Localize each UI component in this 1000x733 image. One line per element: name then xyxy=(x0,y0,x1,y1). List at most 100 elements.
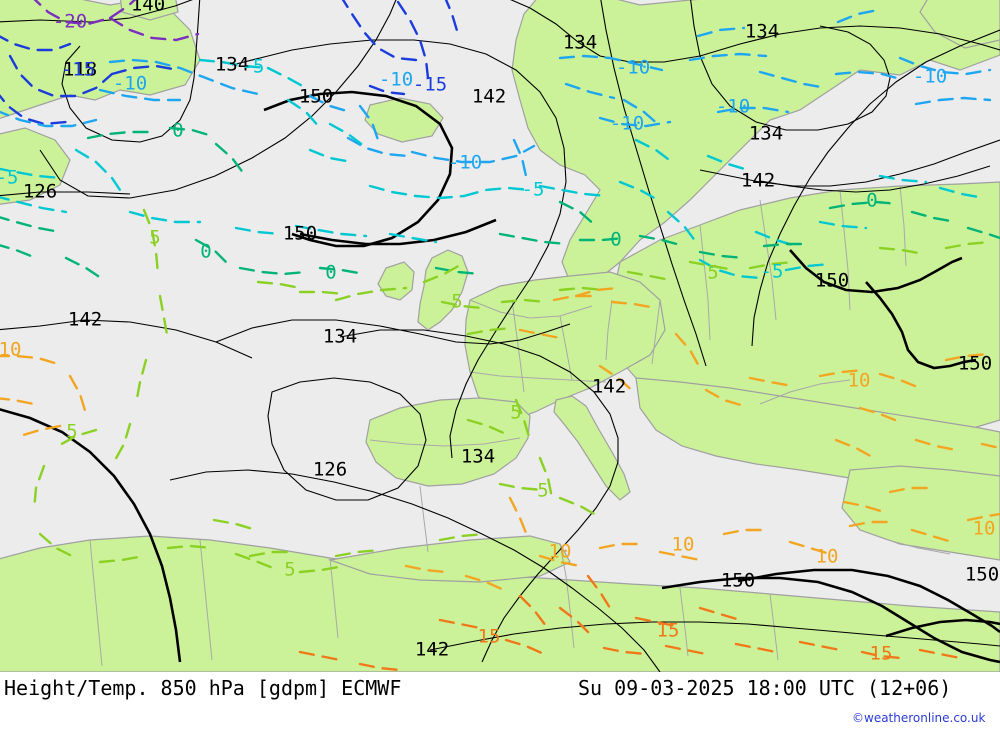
height-contour-142-west xyxy=(231,39,567,459)
height-label-150: 150 xyxy=(965,564,999,586)
temp-label-5: 5 xyxy=(66,421,77,443)
temp-label-10: 10 xyxy=(672,534,695,556)
land-great-britain xyxy=(417,249,469,331)
temp-label-15: 15 xyxy=(870,643,893,665)
land-iceland xyxy=(364,97,444,143)
contour-labels: 118 126 126 134 134 134 134 134 134 140 142 142 142 1… xyxy=(0,0,999,665)
land-italy xyxy=(553,395,631,501)
height-label-134: 134 xyxy=(563,32,597,54)
temp-contour-5 xyxy=(32,208,992,574)
height-contour-134-iberia xyxy=(339,329,619,663)
map-graphics: 118 126 126 134 134 134 134 134 134 140 142 142 142 1… xyxy=(0,0,1000,672)
temp-label-5: 5 xyxy=(451,291,462,313)
height-label-142: 142 xyxy=(592,376,626,398)
temp-label--10: -10 xyxy=(616,57,650,79)
land-scandinavia xyxy=(511,0,1000,291)
temp-label-5: 5 xyxy=(510,402,521,424)
height-label-150: 150 xyxy=(815,270,849,292)
height-contour-126-low xyxy=(267,377,427,501)
height-contour-134-south xyxy=(169,469,661,672)
height-contour-150-turkey-a xyxy=(789,249,963,294)
land-greenland-south xyxy=(0,127,71,205)
temp-label-5: 5 xyxy=(707,262,718,284)
temp-contour-10 xyxy=(0,286,1000,592)
temp-contour--10 xyxy=(0,8,992,178)
temp-label--5: -5 xyxy=(242,56,265,78)
temp-label-0: 0 xyxy=(200,241,211,263)
temp-label--10: -10 xyxy=(913,66,947,88)
temp-label-0: 0 xyxy=(610,229,621,251)
temp-contour--15 xyxy=(0,0,460,126)
height-contour-150-label xyxy=(299,218,497,246)
temp-label-0: 0 xyxy=(325,262,336,284)
temp-label-5: 5 xyxy=(149,227,160,249)
temp-label--10: -10 xyxy=(716,96,750,118)
height-contour-150-se xyxy=(885,618,1000,638)
height-contour-142-center xyxy=(699,139,1000,187)
temp-contour-15 xyxy=(298,574,962,672)
temp-label-15: 15 xyxy=(657,620,680,642)
height-label-142: 142 xyxy=(68,309,102,331)
temp-label--10: -10 xyxy=(610,113,644,135)
footer-bar: Height/Temp. 850 hPa [gdpm] ECMWF Su 09-… xyxy=(0,672,1000,733)
temp-contour--20 xyxy=(33,0,200,42)
height-label-142: 142 xyxy=(741,170,775,192)
height-label-150: 150 xyxy=(958,353,992,375)
temp-label-5: 5 xyxy=(284,559,295,581)
land-north-africa xyxy=(0,535,1000,672)
height-label-150: 150 xyxy=(299,86,333,108)
temp-label--10: -10 xyxy=(113,73,147,95)
temp-label--10: -10 xyxy=(379,69,413,91)
height-label-134: 134 xyxy=(749,123,783,145)
temp-label-10: 10 xyxy=(816,546,839,568)
temp-label--5: -5 xyxy=(0,167,18,189)
map-canvas[interactable]: 118 126 126 134 134 134 134 134 134 140 142 142 142 1… xyxy=(0,0,1000,672)
temp-label--15: -15 xyxy=(413,74,447,96)
height-label-134: 134 xyxy=(323,326,357,348)
height-label-150: 150 xyxy=(721,570,755,592)
height-label-150: 150 xyxy=(283,223,317,245)
land-levant xyxy=(841,465,1000,561)
height-contour-134-atlantic xyxy=(215,319,571,345)
temp-label-10: 10 xyxy=(549,541,572,563)
height-label-126: 126 xyxy=(23,181,57,203)
height-label-140: 140 xyxy=(131,0,165,16)
temp-label-5: 5 xyxy=(537,480,548,502)
temp-label-10: 10 xyxy=(0,339,21,361)
temp-label-0: 0 xyxy=(866,190,877,212)
height-label-134: 134 xyxy=(745,21,779,43)
height-contour-118 xyxy=(61,0,201,143)
height-label-134: 134 xyxy=(215,54,249,76)
valid-time: Su 09-03-2025 18:00 UTC (12+06) xyxy=(578,676,952,700)
height-label-118: 118 xyxy=(63,59,97,81)
height-label-134: 134 xyxy=(461,446,495,468)
temp-label--5: -5 xyxy=(522,179,545,201)
height-contour-134-lobe xyxy=(690,0,891,131)
height-contour-126-label-line xyxy=(0,191,131,197)
temp-label--15: -15 xyxy=(61,59,95,81)
land-iberia xyxy=(365,397,531,487)
temp-contour-0 xyxy=(0,126,1000,282)
temp-label--10: -10 xyxy=(448,152,482,174)
height-contour-150-north xyxy=(263,90,454,248)
height-contour-140 xyxy=(0,0,193,23)
temp-label--20: -20 xyxy=(53,11,87,33)
height-contour-142-africa xyxy=(429,621,1000,651)
height-contour-134-north xyxy=(510,0,1000,63)
product-title: Height/Temp. 850 hPa [gdpm] ECMWF xyxy=(4,676,402,700)
land-polygons xyxy=(0,0,1000,672)
temp-label-0: 0 xyxy=(172,120,183,142)
height-contours xyxy=(0,0,1000,672)
temp-label-10: 10 xyxy=(973,518,996,540)
land-kola xyxy=(919,0,1000,49)
land-central-europe xyxy=(464,271,666,421)
height-contour-126a xyxy=(39,0,397,199)
height-contour-142-scan xyxy=(600,0,707,367)
copyright-label[interactable]: ©weatheronline.co.uk xyxy=(852,711,986,725)
height-contour-150-africa xyxy=(661,576,1000,664)
temp-label--5: -5 xyxy=(761,261,784,283)
height-label-142: 142 xyxy=(472,86,506,108)
height-label-126: 126 xyxy=(313,459,347,481)
height-contour-150-turkey-b xyxy=(865,281,977,370)
height-contour-150-africa-label xyxy=(737,568,1000,634)
